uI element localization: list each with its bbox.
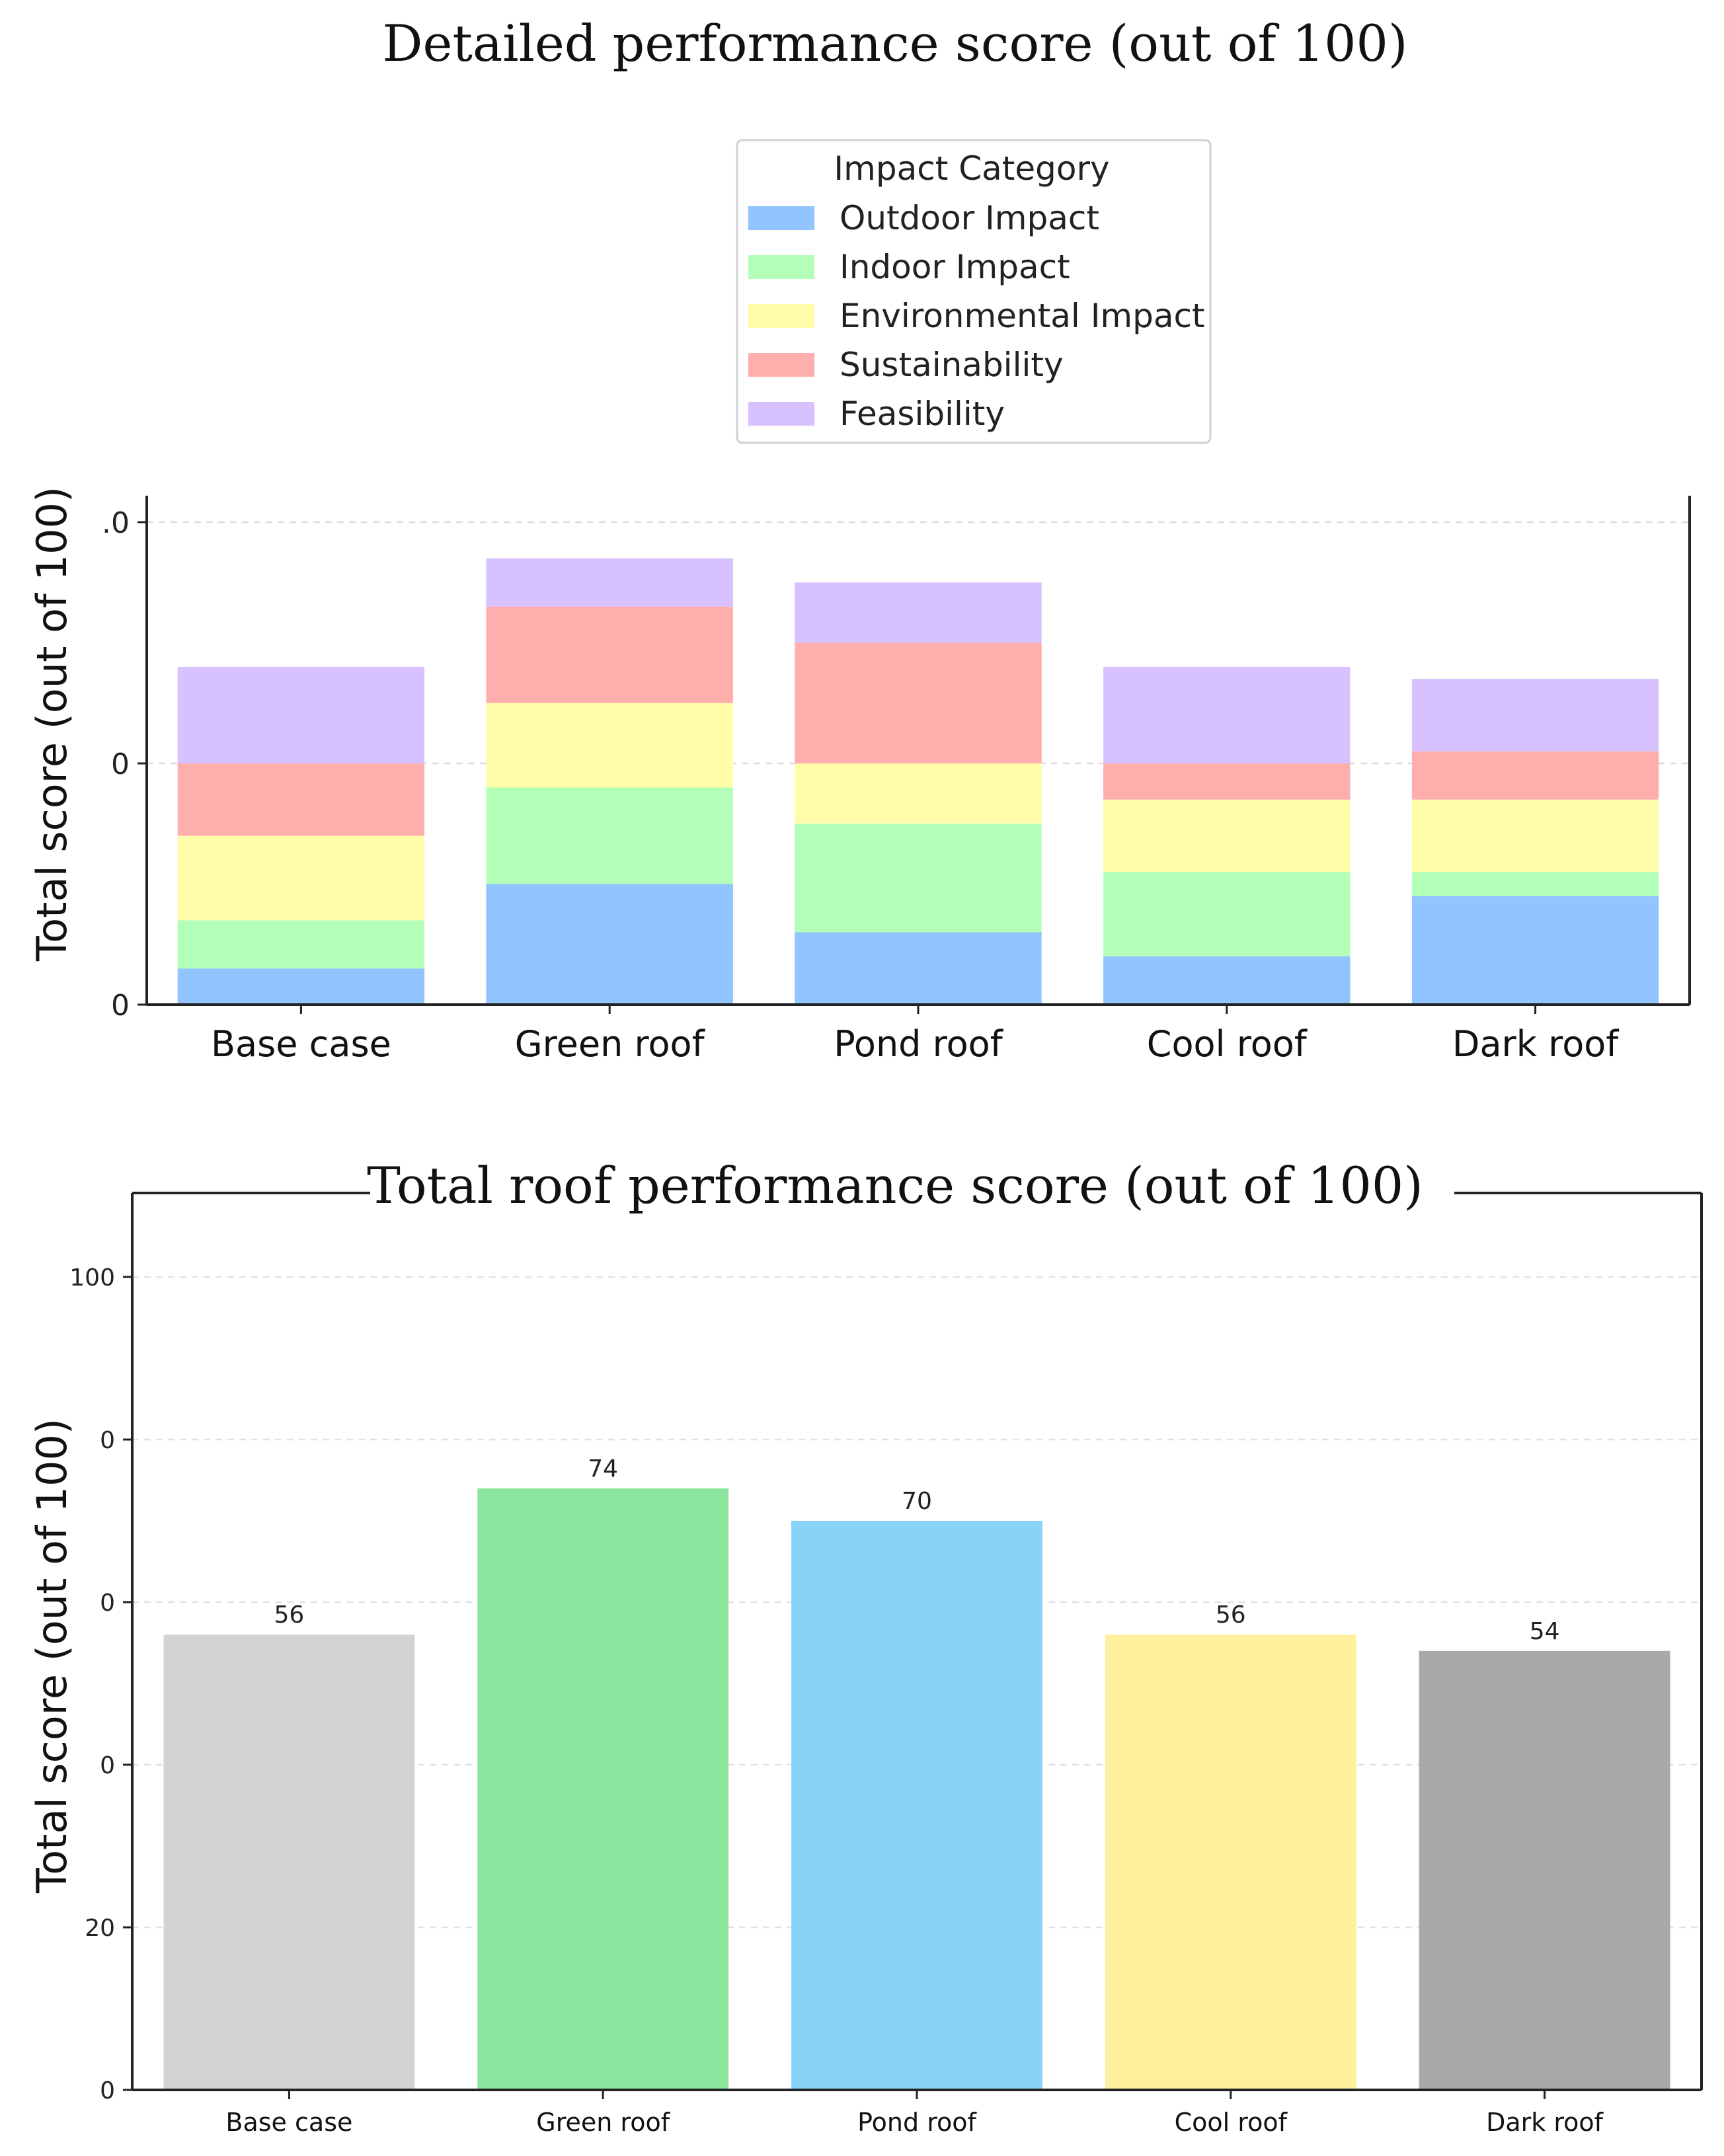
legend-frame [736, 139, 1212, 444]
bar-total-cool-roof [1105, 1635, 1356, 2090]
top-xtick-label-green-roof: Green roof [515, 1023, 706, 1065]
legend-label-outdoor-impact: Outdoor Impact [840, 199, 1099, 237]
top-y-axis-label: Total score (out of 100) [28, 486, 76, 962]
legend-swatch-indoor-impact [748, 255, 814, 279]
top-yticks: .0 0 0 [102, 506, 147, 1022]
bar-dark-roof-feasibility [1411, 679, 1659, 751]
top-xtick-label-base-case: Base case [211, 1023, 391, 1065]
top-xtick-label-cool-roof: Cool roof [1147, 1023, 1308, 1065]
bar-dark-roof-outdoor-impact [1411, 896, 1659, 1005]
top-xtick-label-pond-roof: Pond roof [834, 1023, 1003, 1065]
top-ytick-label: 0 [111, 748, 130, 781]
bar-pond-roof-outdoor-impact [795, 932, 1042, 1005]
data-label-green-roof: 74 [588, 1455, 618, 1482]
bar-cool-roof-feasibility [1103, 667, 1351, 763]
bar-base-case-indoor-impact [177, 920, 425, 969]
bottom-ytick-label: 0 [100, 1752, 115, 1779]
top-legend: Impact Category Outdoor Impact Indoor Imp… [736, 139, 1212, 444]
bar-green-roof-feasibility [486, 558, 733, 607]
bar-total-dark-roof [1419, 1650, 1670, 2090]
bottom-ytick-label: 0 [100, 2077, 115, 2104]
bar-cool-roof-indoor-impact [1103, 872, 1351, 956]
bottom-data-labels: 56 74 70 56 54 [274, 1455, 1559, 1645]
legend-items: Outdoor Impact Indoor Impact Environmental… [748, 199, 1205, 433]
top-ytick-label: 0 [111, 989, 130, 1022]
bottom-ytick-label: 0 [100, 1590, 115, 1617]
bar-base-case-sustainability [177, 763, 425, 836]
bar-pond-roof-feasibility [795, 582, 1042, 643]
bottom-y-axis-label: Total score (out of 100) [28, 1418, 76, 1894]
bar-total-pond-roof [791, 1521, 1042, 2090]
bottom-ytick-label: 0 [100, 1427, 115, 1454]
legend-label-sustainability: Sustainability [840, 346, 1064, 384]
bar-pond-roof-environmental-impact [795, 763, 1042, 824]
bottom-xtick-label-base-case: Base case [225, 2108, 352, 2137]
legend-swatch-outdoor-impact [748, 206, 814, 230]
top-chart-title: Detailed performance score (out of 100) [383, 14, 1408, 73]
bar-base-case-environmental-impact [177, 835, 425, 921]
bar-pond-roof-sustainability [795, 642, 1042, 763]
bar-cool-roof-environmental-impact [1103, 799, 1351, 872]
bottom-chart-title: Total roof performance score (out of 100… [367, 1156, 1423, 1215]
bar-dark-roof-indoor-impact [1411, 872, 1659, 896]
bottom-yticks: 0 20 0 0 0 100 [69, 1264, 132, 2104]
legend-swatch-environmental-impact [748, 304, 814, 328]
bar-base-case-feasibility [177, 667, 425, 763]
bar-total-base-case [163, 1635, 415, 2090]
legend-label-feasibility: Feasibility [840, 395, 1005, 433]
legend-label-environmental-impact: Environmental Impact [840, 297, 1205, 335]
bottom-bars [163, 1488, 1670, 2090]
bar-cool-roof-sustainability [1103, 763, 1351, 800]
legend-swatch-feasibility [748, 402, 814, 426]
top-bars [177, 558, 1659, 1005]
data-label-cool-roof: 56 [1216, 1601, 1246, 1629]
top-xtick-label-dark-roof: Dark roof [1452, 1023, 1620, 1065]
bar-total-green-roof [477, 1488, 729, 2090]
top-xticks: Base case Green roof Pond roof Cool roof Dar… [211, 1005, 1620, 1065]
legend-label-indoor-impact: Indoor Impact [840, 248, 1070, 286]
legend-swatch-sustainability [748, 353, 814, 377]
legend-title: Impact Category [834, 149, 1109, 188]
bottom-xtick-label-dark-roof: Dark roof [1486, 2108, 1604, 2137]
bottom-ytick-label: 100 [69, 1264, 115, 1291]
top-ytick-label: .0 [102, 506, 130, 540]
bar-green-roof-sustainability [486, 606, 733, 703]
bar-pond-roof-indoor-impact [795, 824, 1042, 933]
data-label-pond-roof: 70 [902, 1488, 932, 1515]
bar-green-roof-outdoor-impact [486, 884, 733, 1005]
bar-dark-roof-sustainability [1411, 751, 1659, 800]
bottom-xticks: Base case Green roof Pond roof Cool roof Dar… [225, 2090, 1604, 2137]
bar-green-roof-indoor-impact [486, 787, 733, 884]
bottom-xtick-label-green-roof: Green roof [536, 2108, 670, 2137]
bottom-xtick-label-pond-roof: Pond roof [857, 2108, 977, 2137]
bar-green-roof-environmental-impact [486, 703, 733, 788]
data-label-dark-roof: 54 [1530, 1618, 1560, 1645]
bottom-xtick-label-cool-roof: Cool roof [1175, 2108, 1288, 2137]
bar-dark-roof-environmental-impact [1411, 799, 1659, 872]
bar-base-case-outdoor-impact [177, 968, 425, 1005]
bar-cool-roof-outdoor-impact [1103, 956, 1351, 1005]
bottom-ytick-label: 20 [85, 1915, 115, 1942]
data-label-base-case: 56 [274, 1601, 304, 1629]
